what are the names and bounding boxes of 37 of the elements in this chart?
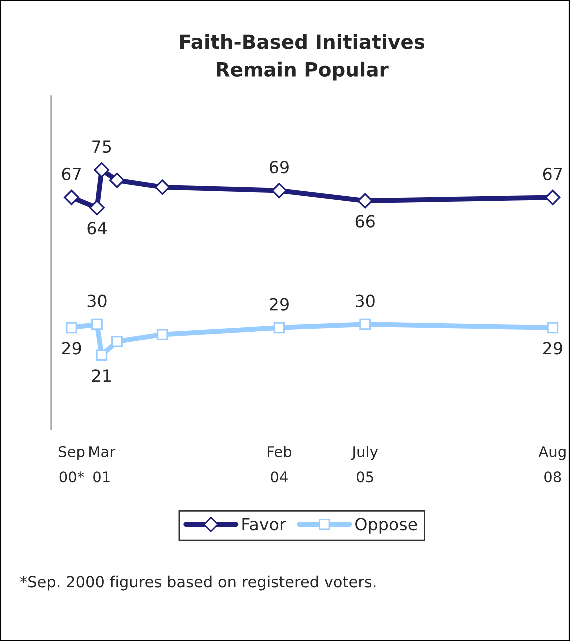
data-label: 66 <box>356 215 375 228</box>
data-label: 29 <box>544 342 562 355</box>
x-tick-label: Aug 08 <box>538 446 566 483</box>
data-label: 29 <box>62 342 82 355</box>
x-tick-label: Feb 04 <box>268 446 292 483</box>
data-label: 69 <box>270 161 289 174</box>
point <box>64 190 80 206</box>
point <box>272 183 288 199</box>
point <box>360 318 372 330</box>
point <box>109 172 125 188</box>
point <box>92 318 103 330</box>
data-label: 64 <box>88 222 107 235</box>
x-tick-label: Mar 01 <box>90 446 116 483</box>
point <box>94 162 110 178</box>
text: *Sep. 2000 figures based on registered voters. <box>20 576 376 591</box>
point <box>358 193 374 209</box>
legend-label: Oppose <box>356 518 418 534</box>
data-label: 30 <box>356 294 375 308</box>
data-label: 67 <box>62 168 81 181</box>
point <box>66 322 78 334</box>
data-label: 75 <box>92 140 112 154</box>
data-label: 21 <box>92 370 111 382</box>
legend-label: Favor <box>242 518 286 531</box>
point <box>112 336 123 348</box>
point <box>545 190 561 206</box>
data-label: 29 <box>270 298 289 311</box>
point <box>96 350 108 362</box>
x-tick-label: Sep 00* <box>58 446 85 483</box>
point <box>154 180 170 196</box>
point <box>90 200 105 216</box>
point <box>547 322 559 334</box>
point <box>274 322 286 334</box>
chart-title: Faith-Based Initiatives Remain Popular <box>180 34 425 81</box>
data-label: 30 <box>88 294 107 308</box>
x-tick-label: July 05 <box>351 446 378 483</box>
data-label: 67 <box>543 168 562 181</box>
point <box>156 329 168 341</box>
